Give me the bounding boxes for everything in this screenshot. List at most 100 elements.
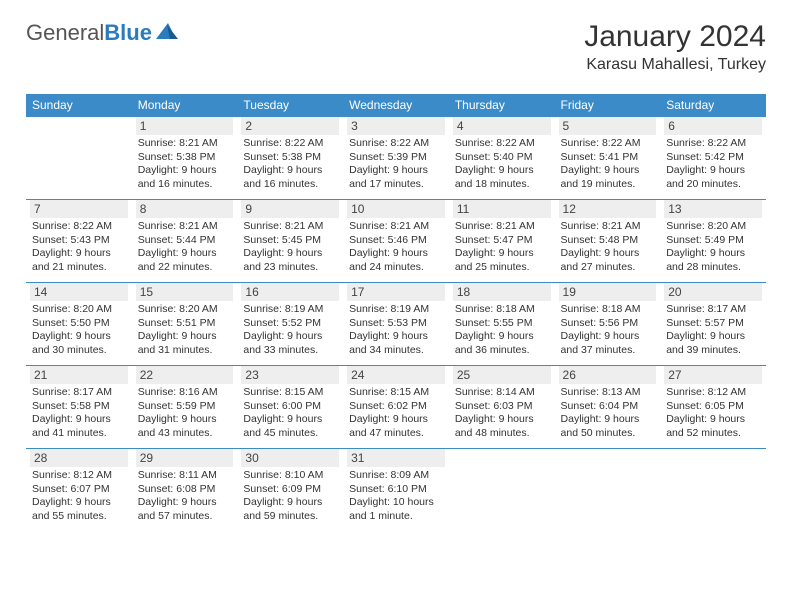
sunrise-line: Sunrise: 8:10 AM bbox=[243, 469, 337, 483]
sunrise-line: Sunrise: 8:09 AM bbox=[349, 469, 443, 483]
daylight-line: Daylight: 10 hours and 1 minute. bbox=[349, 496, 443, 523]
calendar-header-row: SundayMondayTuesdayWednesdayThursdayFrid… bbox=[26, 94, 766, 117]
day-number: 8 bbox=[136, 200, 234, 218]
daylight-line: Daylight: 9 hours and 36 minutes. bbox=[455, 330, 549, 357]
daylight-line: Daylight: 9 hours and 19 minutes. bbox=[561, 164, 655, 191]
sunset-line: Sunset: 5:50 PM bbox=[32, 317, 126, 331]
sun-info: Sunrise: 8:22 AMSunset: 5:39 PMDaylight:… bbox=[347, 137, 445, 192]
sunrise-line: Sunrise: 8:19 AM bbox=[349, 303, 443, 317]
day-number: 30 bbox=[241, 449, 339, 467]
sunset-line: Sunset: 6:09 PM bbox=[243, 483, 337, 497]
calendar-cell: 29 Sunrise: 8:11 AMSunset: 6:08 PMDayligh… bbox=[132, 449, 238, 532]
sunset-line: Sunset: 5:49 PM bbox=[666, 234, 760, 248]
sun-info: Sunrise: 8:22 AMSunset: 5:40 PMDaylight:… bbox=[453, 137, 551, 192]
calendar-cell: 25Sunrise: 8:14 AMSunset: 6:03 PMDayligh… bbox=[449, 366, 555, 449]
calendar-cell: 19Sunrise: 8:18 AMSunset: 5:56 PMDayligh… bbox=[555, 283, 661, 366]
daylight-line: Daylight: 9 hours and 25 minutes. bbox=[455, 247, 549, 274]
sunset-line: Sunset: 5:56 PM bbox=[561, 317, 655, 331]
weekday-header: Friday bbox=[555, 94, 661, 117]
sunset-line: Sunset: 5:38 PM bbox=[138, 151, 232, 165]
sun-info: Sunrise: 8:19 AMSunset: 5:53 PMDaylight:… bbox=[347, 303, 445, 358]
sunrise-line: Sunrise: 8:17 AM bbox=[32, 386, 126, 400]
weekday-header: Saturday bbox=[660, 94, 766, 117]
sun-info: Sunrise: 8:21 AMSunset: 5:44 PMDaylight:… bbox=[136, 220, 234, 275]
day-number: 11 bbox=[453, 200, 551, 218]
calendar-cell: 18 Sunrise: 8:18 AMSunset: 5:55 PMDayligh… bbox=[449, 283, 555, 366]
sun-info: Sunrise: 8:13 AMSunset: 6:04 PMDaylight:… bbox=[559, 386, 657, 441]
logo-word1: General bbox=[26, 20, 104, 45]
daylight-line: Daylight: 9 hours and 50 minutes. bbox=[561, 413, 655, 440]
sunset-line: Sunset: 5:53 PM bbox=[349, 317, 443, 331]
day-number: 21 bbox=[30, 366, 128, 384]
sunset-line: Sunset: 5:51 PM bbox=[138, 317, 232, 331]
calendar-week-row: 14Sunrise: 8:20 AMSunset: 5:50 PMDayligh… bbox=[26, 283, 766, 366]
sunrise-line: Sunrise: 8:18 AM bbox=[455, 303, 549, 317]
calendar-cell: 31Sunrise: 8:09 AMSunset: 6:10 PMDayligh… bbox=[343, 449, 449, 532]
calendar-cell: 26 Sunrise: 8:13 AMSunset: 6:04 PMDayligh… bbox=[555, 366, 661, 449]
sunset-line: Sunset: 6:07 PM bbox=[32, 483, 126, 497]
sun-info: Sunrise: 8:20 AMSunset: 5:51 PMDaylight:… bbox=[136, 303, 234, 358]
sunrise-line: Sunrise: 8:16 AM bbox=[138, 386, 232, 400]
sun-info: Sunrise: 8:15 AMSunset: 6:00 PMDaylight:… bbox=[241, 386, 339, 441]
day-number: 15 bbox=[136, 283, 234, 301]
sun-info: Sunrise: 8:20 AMSunset: 5:50 PMDaylight:… bbox=[30, 303, 128, 358]
day-number: 26 bbox=[559, 366, 657, 384]
daylight-line: Daylight: 9 hours and 20 minutes. bbox=[666, 164, 760, 191]
daylight-line: Daylight: 9 hours and 28 minutes. bbox=[666, 247, 760, 274]
calendar-cell: 9Sunrise: 8:21 AMSunset: 5:45 PMDaylight… bbox=[237, 200, 343, 283]
weekday-header: Monday bbox=[132, 94, 238, 117]
day-number: 18 bbox=[453, 283, 551, 301]
sun-info: Sunrise: 8:22 AMSunset: 5:43 PMDaylight:… bbox=[30, 220, 128, 275]
daylight-line: Daylight: 9 hours and 31 minutes. bbox=[138, 330, 232, 357]
daylight-line: Daylight: 9 hours and 16 minutes. bbox=[243, 164, 337, 191]
sunset-line: Sunset: 5:52 PM bbox=[243, 317, 337, 331]
day-number: 29 bbox=[136, 449, 234, 467]
weekday-header: Wednesday bbox=[343, 94, 449, 117]
sun-info: Sunrise: 8:18 AMSunset: 5:55 PMDaylight:… bbox=[453, 303, 551, 358]
sun-info: Sunrise: 8:11 AMSunset: 6:08 PMDaylight:… bbox=[136, 469, 234, 524]
day-number: 5 bbox=[559, 117, 657, 135]
daylight-line: Daylight: 9 hours and 16 minutes. bbox=[138, 164, 232, 191]
sunset-line: Sunset: 5:38 PM bbox=[243, 151, 337, 165]
day-number: 3 bbox=[347, 117, 445, 135]
daylight-line: Daylight: 9 hours and 34 minutes. bbox=[349, 330, 443, 357]
calendar-cell bbox=[449, 449, 555, 532]
day-number: 16 bbox=[241, 283, 339, 301]
day-number: 1 bbox=[136, 117, 234, 135]
day-number: 24 bbox=[347, 366, 445, 384]
sunrise-line: Sunrise: 8:22 AM bbox=[243, 137, 337, 151]
calendar-cell: 15 Sunrise: 8:20 AMSunset: 5:51 PMDayligh… bbox=[132, 283, 238, 366]
day-number: 10 bbox=[347, 200, 445, 218]
sunset-line: Sunset: 5:58 PM bbox=[32, 400, 126, 414]
daylight-line: Daylight: 9 hours and 45 minutes. bbox=[243, 413, 337, 440]
daylight-line: Daylight: 9 hours and 18 minutes. bbox=[455, 164, 549, 191]
calendar-cell: 22Sunrise: 8:16 AMSunset: 5:59 PMDayligh… bbox=[132, 366, 238, 449]
logo-word2: Blue bbox=[104, 20, 152, 45]
sunset-line: Sunset: 5:44 PM bbox=[138, 234, 232, 248]
sunrise-line: Sunrise: 8:20 AM bbox=[138, 303, 232, 317]
sunset-line: Sunset: 5:41 PM bbox=[561, 151, 655, 165]
calendar-week-row: 1Sunrise: 8:21 AMSunset: 5:38 PMDaylight… bbox=[26, 117, 766, 200]
calendar-cell: 2Sunrise: 8:22 AMSunset: 5:38 PMDaylight… bbox=[237, 117, 343, 200]
sunrise-line: Sunrise: 8:22 AM bbox=[32, 220, 126, 234]
sunrise-line: Sunrise: 8:18 AM bbox=[561, 303, 655, 317]
weekday-header: Sunday bbox=[26, 94, 132, 117]
header: GeneralBlue January 2024 Karasu Mahalles… bbox=[26, 20, 766, 74]
sun-info: Sunrise: 8:21 AMSunset: 5:45 PMDaylight:… bbox=[241, 220, 339, 275]
sunset-line: Sunset: 5:48 PM bbox=[561, 234, 655, 248]
daylight-line: Daylight: 9 hours and 27 minutes. bbox=[561, 247, 655, 274]
sunrise-line: Sunrise: 8:11 AM bbox=[138, 469, 232, 483]
sunrise-line: Sunrise: 8:12 AM bbox=[32, 469, 126, 483]
sunset-line: Sunset: 5:47 PM bbox=[455, 234, 549, 248]
sunset-line: Sunset: 6:03 PM bbox=[455, 400, 549, 414]
day-number: 17 bbox=[347, 283, 445, 301]
sun-info: Sunrise: 8:21 AMSunset: 5:46 PMDaylight:… bbox=[347, 220, 445, 275]
sunset-line: Sunset: 6:02 PM bbox=[349, 400, 443, 414]
day-number: 6 bbox=[664, 117, 762, 135]
sun-info: Sunrise: 8:22 AMSunset: 5:41 PMDaylight:… bbox=[559, 137, 657, 192]
sunset-line: Sunset: 5:42 PM bbox=[666, 151, 760, 165]
daylight-line: Daylight: 9 hours and 59 minutes. bbox=[243, 496, 337, 523]
sun-info: Sunrise: 8:20 AMSunset: 5:49 PMDaylight:… bbox=[664, 220, 762, 275]
calendar-cell bbox=[555, 449, 661, 532]
day-number: 19 bbox=[559, 283, 657, 301]
